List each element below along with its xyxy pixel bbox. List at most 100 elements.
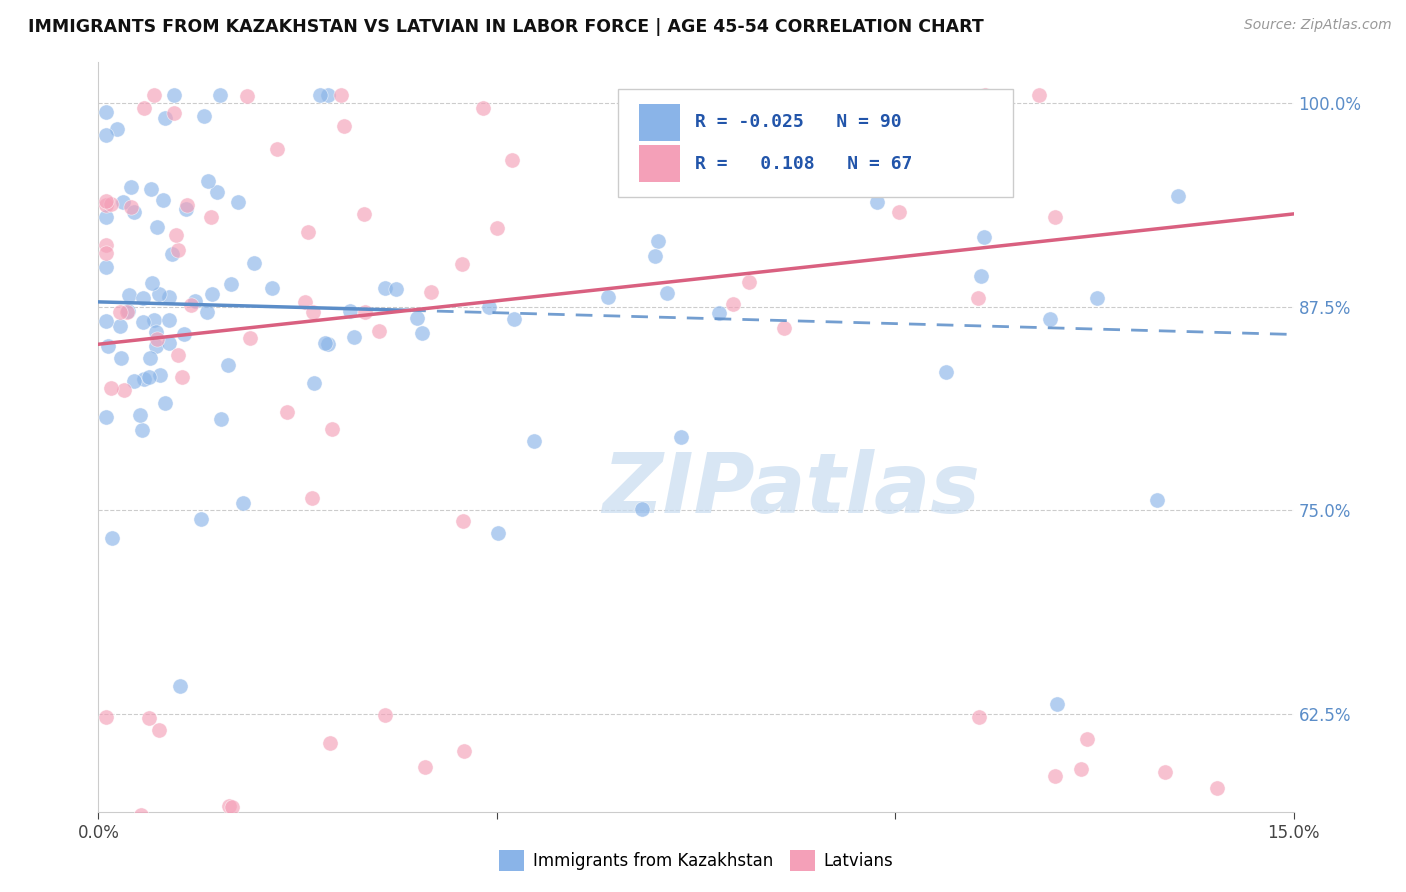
Point bbox=[302, 305, 325, 319]
Point bbox=[197, 174, 219, 188]
Point bbox=[148, 723, 170, 737]
Point bbox=[316, 336, 339, 351]
Point bbox=[221, 799, 243, 814]
Point bbox=[451, 257, 474, 271]
Point bbox=[1167, 189, 1189, 203]
Point bbox=[153, 396, 176, 410]
Point bbox=[96, 128, 118, 142]
Point bbox=[96, 246, 118, 260]
Point bbox=[228, 195, 250, 210]
Point bbox=[101, 532, 124, 546]
Point bbox=[131, 291, 153, 305]
Point bbox=[110, 351, 132, 365]
Point bbox=[146, 219, 169, 234]
Point bbox=[208, 88, 231, 103]
Point bbox=[1206, 780, 1229, 795]
Point bbox=[276, 405, 298, 419]
Point bbox=[974, 116, 997, 130]
Point bbox=[201, 286, 224, 301]
Point bbox=[1085, 291, 1108, 305]
Point bbox=[96, 260, 118, 275]
Point bbox=[415, 760, 437, 774]
Point bbox=[294, 294, 316, 309]
Point bbox=[238, 331, 260, 345]
Point bbox=[671, 430, 693, 444]
Point bbox=[195, 304, 218, 318]
Point bbox=[1070, 762, 1092, 776]
Point bbox=[501, 153, 523, 167]
Point bbox=[330, 88, 353, 103]
Point bbox=[631, 501, 654, 516]
Point bbox=[367, 324, 389, 338]
Point bbox=[132, 101, 155, 115]
Point bbox=[118, 287, 141, 301]
Point bbox=[167, 244, 190, 258]
Point bbox=[107, 121, 129, 136]
Point bbox=[1146, 492, 1168, 507]
Point bbox=[321, 421, 343, 435]
Point bbox=[302, 376, 325, 391]
Point bbox=[157, 313, 180, 327]
Point bbox=[1076, 731, 1098, 746]
Point bbox=[129, 808, 152, 822]
Point bbox=[173, 327, 195, 342]
Point bbox=[132, 315, 155, 329]
Point bbox=[157, 289, 180, 303]
Point bbox=[96, 198, 118, 212]
Point bbox=[108, 304, 131, 318]
Point bbox=[1043, 211, 1066, 225]
Point bbox=[209, 411, 232, 425]
Point bbox=[451, 514, 474, 528]
Point bbox=[353, 207, 375, 221]
Point bbox=[967, 709, 990, 723]
Point bbox=[163, 88, 186, 103]
Point bbox=[1046, 697, 1069, 711]
Point bbox=[131, 423, 153, 437]
Point bbox=[163, 106, 186, 120]
Point bbox=[120, 180, 142, 194]
Point bbox=[478, 300, 501, 314]
Point bbox=[200, 211, 222, 225]
Point bbox=[503, 312, 526, 326]
Point bbox=[657, 285, 679, 300]
Point bbox=[153, 112, 176, 126]
Point bbox=[373, 708, 395, 723]
Point bbox=[333, 119, 356, 133]
Point bbox=[172, 370, 194, 384]
Point bbox=[266, 142, 288, 156]
Point bbox=[169, 679, 191, 693]
Point bbox=[190, 512, 212, 526]
Point bbox=[866, 195, 889, 210]
Point bbox=[596, 290, 619, 304]
FancyBboxPatch shape bbox=[619, 88, 1012, 197]
FancyBboxPatch shape bbox=[638, 103, 681, 141]
Text: R = -0.025   N = 90: R = -0.025 N = 90 bbox=[695, 113, 901, 131]
Point bbox=[114, 384, 136, 398]
Point bbox=[180, 298, 202, 312]
Point bbox=[110, 319, 132, 334]
Point bbox=[159, 336, 181, 351]
Point bbox=[991, 104, 1014, 119]
Point bbox=[1039, 312, 1062, 326]
Point bbox=[316, 88, 339, 103]
Point bbox=[162, 247, 184, 261]
Point bbox=[486, 526, 509, 541]
Point bbox=[232, 495, 254, 509]
Point bbox=[138, 369, 160, 384]
Point bbox=[219, 277, 242, 292]
Point bbox=[165, 227, 187, 242]
Point bbox=[96, 104, 118, 119]
Point bbox=[931, 152, 953, 166]
Point bbox=[308, 88, 330, 103]
Point bbox=[139, 181, 162, 195]
Point bbox=[738, 275, 761, 289]
Point bbox=[174, 202, 197, 216]
Point bbox=[243, 256, 266, 270]
Point bbox=[374, 281, 396, 295]
Point bbox=[129, 408, 152, 422]
Point bbox=[100, 381, 122, 395]
Point bbox=[453, 744, 475, 758]
Point bbox=[97, 338, 120, 352]
Point bbox=[301, 491, 323, 505]
Point bbox=[974, 88, 997, 103]
